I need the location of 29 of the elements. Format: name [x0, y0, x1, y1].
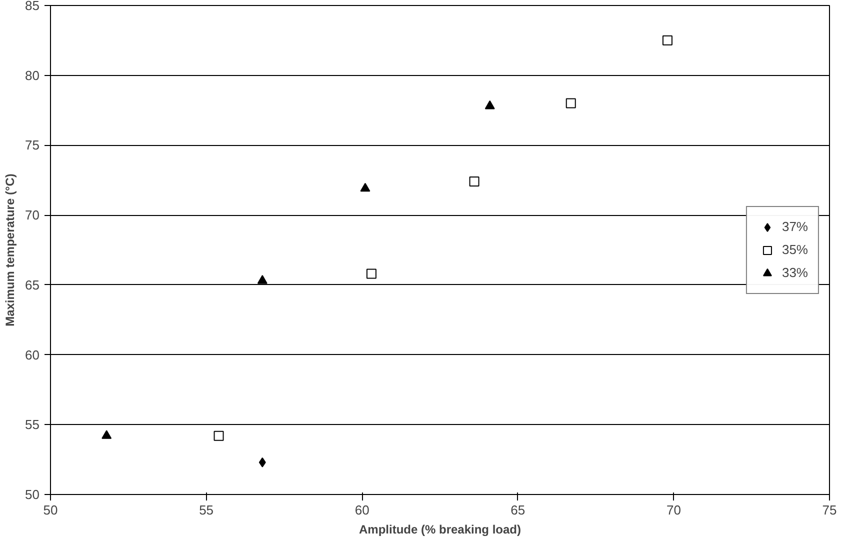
y-tick-label: 85 — [25, 0, 40, 13]
y-axis-title: Maximum temperature (°C) — [3, 174, 18, 326]
point — [257, 275, 268, 284]
y-tick-label: 70 — [25, 208, 40, 223]
point — [662, 35, 672, 46]
point — [214, 430, 224, 441]
point — [366, 268, 376, 279]
y-tick-label: 65 — [25, 277, 40, 292]
point — [360, 182, 370, 192]
point — [258, 457, 266, 468]
x-tick-label: 50 — [43, 502, 58, 518]
point — [566, 98, 576, 108]
legend-label: 33% — [782, 265, 808, 280]
y-tick-label: 80 — [25, 68, 40, 83]
x-tick-label: 55 — [199, 502, 214, 518]
x-tick-label: 65 — [510, 502, 526, 518]
y-tick-label: 75 — [25, 138, 40, 153]
x-tick-label: 75 — [822, 502, 837, 518]
x-tick-label: 70 — [666, 502, 681, 518]
y-tick-label: 60 — [25, 347, 40, 362]
y-tick-label: 55 — [25, 417, 40, 432]
point — [102, 430, 112, 439]
x-axis-title: Amplitude (% breaking load) — [358, 522, 522, 536]
x-tick-label: 60 — [354, 502, 370, 518]
y-tick-label: 50 — [25, 487, 40, 502]
point — [484, 100, 495, 110]
legend-label: 37% — [782, 219, 808, 234]
legend-label: 35% — [782, 242, 808, 257]
point — [469, 176, 480, 187]
